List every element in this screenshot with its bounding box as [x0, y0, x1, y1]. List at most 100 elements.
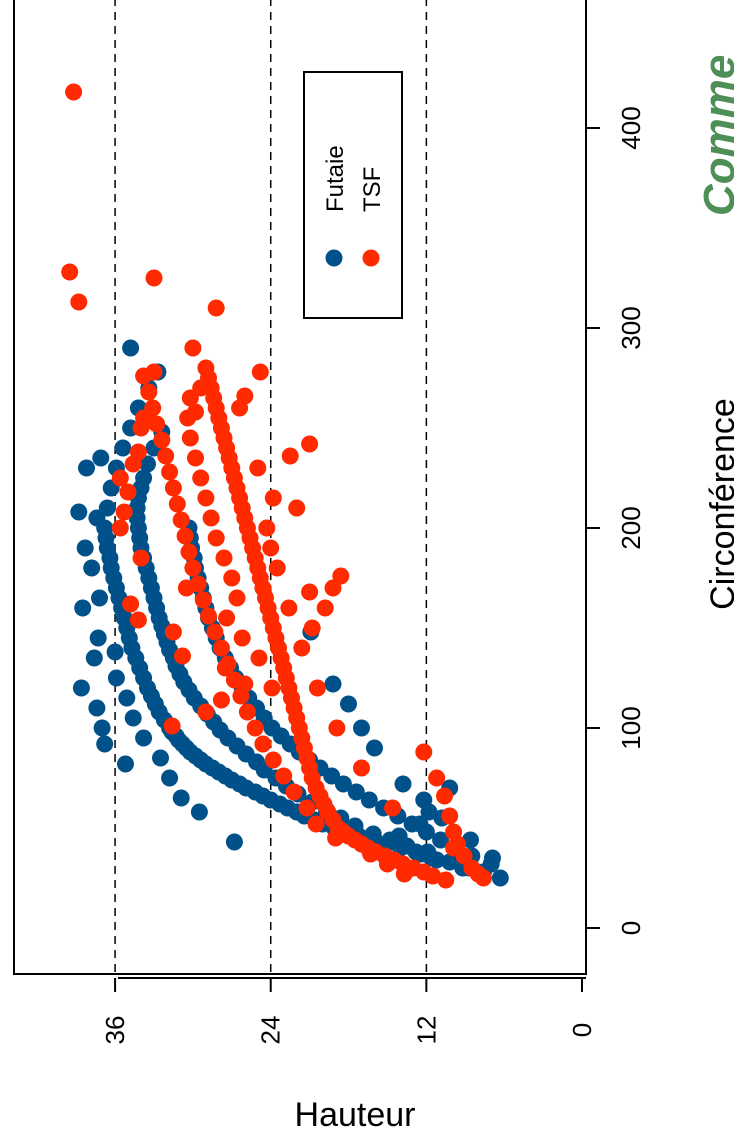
data-point-tsf — [133, 420, 150, 437]
data-point-tsf — [286, 784, 303, 801]
data-point-tsf — [332, 568, 349, 585]
data-point-futaie — [118, 690, 135, 707]
data-point-tsf — [112, 470, 129, 487]
data-point-futaie — [91, 590, 108, 607]
data-point-tsf — [251, 650, 268, 667]
data-point-tsf — [153, 432, 170, 449]
data-point-futaie — [135, 730, 152, 747]
data-point-tsf — [362, 846, 379, 863]
data-point-futaie — [492, 870, 509, 887]
data-point-tsf — [208, 300, 225, 317]
legend-label-tsf: TSF — [359, 167, 386, 212]
legend-box — [304, 72, 402, 318]
corner-text: Comme — [695, 55, 734, 216]
data-point-tsf — [178, 580, 195, 597]
data-point-futaie — [161, 770, 178, 787]
legend-marker-futaie — [326, 250, 343, 267]
data-point-futaie — [90, 630, 107, 647]
data-point-futaie — [83, 560, 100, 577]
data-point-tsf — [173, 512, 190, 529]
data-point-tsf — [161, 464, 178, 481]
data-point-tsf — [317, 600, 334, 617]
data-point-tsf — [70, 294, 87, 311]
data-point-tsf — [301, 584, 318, 601]
data-point-futaie — [226, 834, 243, 851]
data-point-tsf — [304, 620, 321, 637]
data-point-futaie — [70, 504, 87, 521]
data-point-tsf — [475, 870, 492, 887]
data-point-tsf — [187, 450, 204, 467]
data-point-tsf — [206, 624, 223, 641]
x-tick-label: 300 — [616, 306, 646, 349]
data-point-futaie — [114, 440, 131, 457]
x-tick-label: 200 — [616, 506, 646, 549]
data-point-tsf — [213, 692, 230, 709]
data-point-tsf — [165, 624, 182, 641]
data-point-tsf — [231, 400, 248, 417]
y-axis-title: Hauteur — [295, 1096, 416, 1134]
data-point-futaie — [88, 700, 105, 717]
data-point-tsf — [146, 270, 163, 287]
data-point-futaie — [94, 720, 111, 737]
data-point-tsf — [116, 504, 133, 521]
data-point-tsf — [61, 264, 78, 281]
data-point-tsf — [293, 640, 310, 657]
data-point-tsf — [301, 436, 318, 453]
data-point-tsf — [218, 610, 235, 627]
data-point-futaie — [366, 740, 383, 757]
data-point-tsf — [328, 720, 345, 737]
x-axis-title: Circonférence — [704, 398, 734, 610]
x-tick-label: 400 — [616, 106, 646, 149]
data-point-tsf — [265, 752, 282, 769]
data-point-tsf — [146, 364, 163, 381]
data-point-tsf — [269, 560, 286, 577]
x-tick-label: 0 — [616, 921, 646, 935]
data-point-futaie — [78, 460, 95, 477]
data-point-futaie — [391, 828, 408, 845]
data-point-tsf — [130, 612, 147, 629]
data-point-tsf — [140, 384, 157, 401]
data-point-futaie — [74, 600, 91, 617]
data-point-tsf — [164, 718, 181, 735]
data-point-tsf — [280, 600, 297, 617]
data-point-tsf — [299, 800, 316, 817]
data-point-tsf — [436, 788, 453, 805]
data-point-tsf — [169, 496, 186, 513]
y-tick-label: 0 — [567, 1023, 597, 1037]
data-point-tsf — [112, 520, 129, 537]
data-point-tsf — [174, 648, 191, 665]
data-point-tsf — [192, 470, 209, 487]
data-point-tsf — [197, 490, 214, 507]
data-point-tsf — [262, 540, 279, 557]
data-point-tsf — [192, 380, 209, 397]
data-point-tsf — [181, 544, 198, 561]
data-point-tsf — [247, 720, 264, 737]
y-tick-label: 12 — [411, 1016, 441, 1045]
data-point-futaie — [117, 756, 134, 773]
data-point-tsf — [229, 590, 246, 607]
data-point-tsf — [254, 736, 271, 753]
data-point-tsf — [165, 480, 182, 497]
data-point-tsf — [275, 768, 292, 785]
data-point-tsf — [308, 816, 325, 833]
data-point-futaie — [340, 696, 357, 713]
x-tick-label: 100 — [616, 706, 646, 749]
data-point-tsf — [384, 800, 401, 817]
data-point-tsf — [258, 520, 275, 537]
data-point-tsf — [179, 410, 196, 427]
data-point-futaie — [173, 790, 190, 807]
data-point-futaie — [353, 720, 370, 737]
data-point-tsf — [379, 856, 396, 873]
data-point-tsf — [195, 592, 212, 609]
data-point-tsf — [65, 84, 82, 101]
data-point-futaie — [122, 340, 139, 357]
data-point-tsf — [213, 640, 230, 657]
data-point-futaie — [125, 710, 142, 727]
data-point-futaie — [107, 644, 124, 661]
data-point-futaie — [86, 650, 103, 667]
data-point-tsf — [415, 744, 432, 761]
data-point-tsf — [234, 630, 251, 647]
data-point-tsf — [133, 550, 150, 567]
data-point-tsf — [428, 770, 445, 787]
